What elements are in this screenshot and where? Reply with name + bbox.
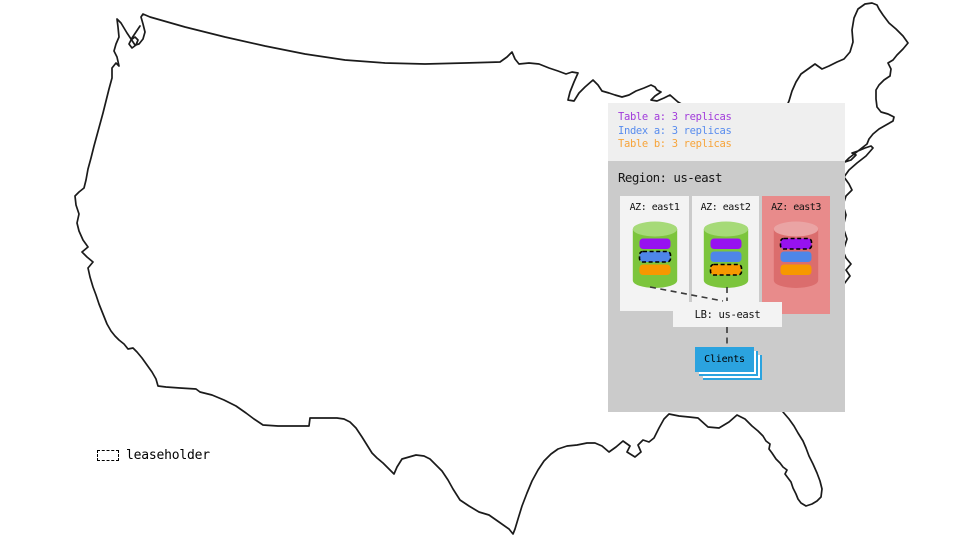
replica-bar-index-a-leaseholder (638, 250, 671, 263)
az-east1-label: AZ: east1 (629, 202, 680, 213)
replica-bar-index-a (780, 251, 812, 262)
replica-bar-index-a (710, 251, 741, 262)
cylinder-top (773, 221, 819, 237)
az-east3-label: AZ: east3 (771, 202, 821, 213)
replica-bar-table-a-leaseholder (779, 237, 813, 250)
leaseholder-label: leaseholder (126, 448, 210, 463)
load-balancer-box: LB: us-east (673, 302, 782, 327)
cylinder-top (632, 221, 677, 237)
replica-bar-table-b-leaseholder (709, 263, 742, 276)
leaseholder-swatch-icon (97, 450, 119, 461)
legend-item-table-b: Table b: 3 replicas (618, 138, 732, 150)
replica-legend-panel: Table a: 3 replicas Index a: 3 replicas … (608, 103, 845, 161)
replica-bar-table-b (780, 264, 812, 275)
az-east2-label: AZ: east2 (700, 202, 751, 213)
az-box-east2: AZ: east2 (692, 196, 759, 311)
database-cylinder-east3-icon (773, 221, 819, 288)
legend-item-index-a: Index a: 3 replicas (618, 124, 732, 137)
az-box-east1: AZ: east1 (620, 196, 689, 311)
replica-bar-table-a (710, 238, 741, 249)
replica-bar-table-a (639, 238, 670, 249)
region-panel: Region: us-east AZ: east1 AZ: east2 (608, 161, 845, 412)
az-box-east3: AZ: east3 (762, 196, 830, 314)
database-cylinder-east2-icon (703, 221, 748, 288)
database-cylinder-east1-icon (632, 221, 677, 288)
puget-sound-path (128, 25, 141, 49)
legend-item-table-a: Table a: 3 replicas (618, 111, 732, 123)
replica-bar-table-b (639, 264, 670, 275)
cylinder-top (703, 221, 748, 237)
leaseholder-legend: leaseholder (97, 448, 210, 463)
region-title: Region: us-east (618, 170, 722, 185)
clients-box: Clients (695, 347, 754, 372)
